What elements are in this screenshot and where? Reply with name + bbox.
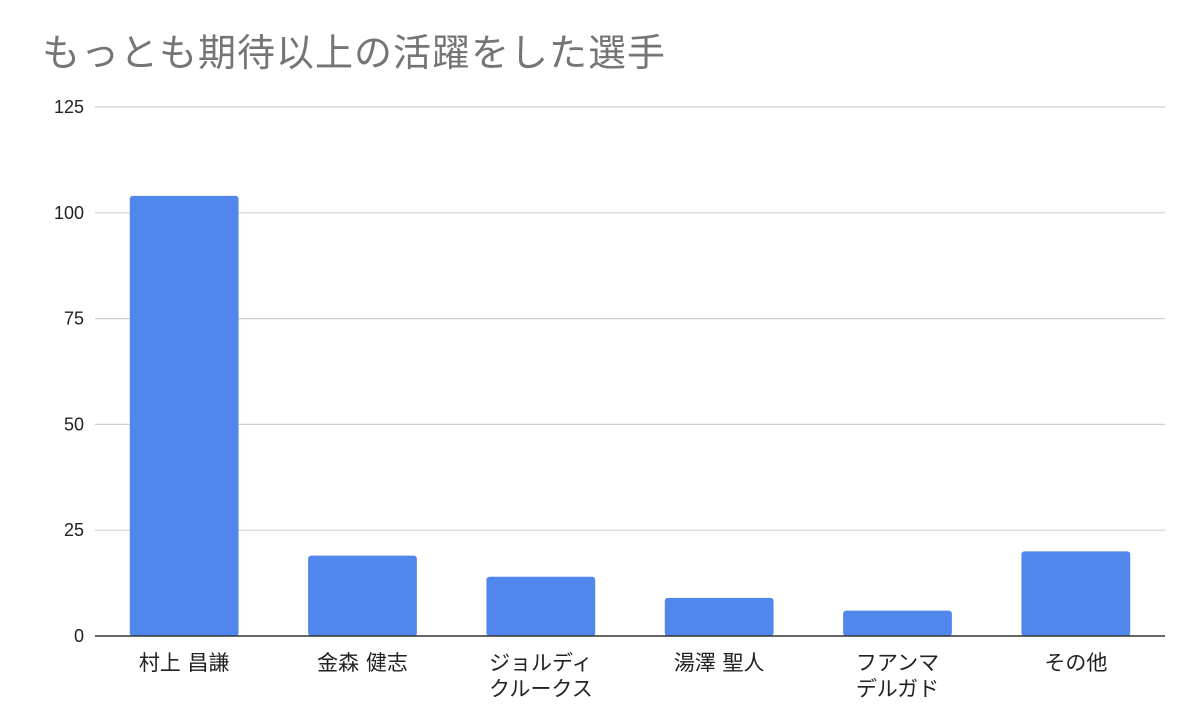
bar: [308, 555, 417, 636]
x-tick-label-line: その他: [1044, 651, 1107, 675]
x-tick-label-line: ジョルディ: [489, 651, 593, 675]
x-tick-label-line: デルガド: [856, 677, 939, 701]
bar: [486, 576, 596, 636]
x-tick-label-line: クルークス: [489, 677, 593, 701]
bar: [664, 597, 774, 636]
bar: [1021, 551, 1131, 636]
y-tick-label: 100: [54, 203, 84, 223]
x-tick-label-line: フアンマ: [856, 651, 939, 675]
y-tick-label: 75: [64, 309, 84, 329]
bar: [843, 610, 952, 636]
y-tick-label: 125: [54, 97, 84, 117]
x-tick-label: 村上 昌謙: [139, 651, 230, 675]
x-tick-label: フアンマデルガド: [856, 651, 939, 701]
chart-title: もっとも期待以上の活躍をした選手: [42, 31, 667, 75]
x-tick-label: 金森 健志: [317, 651, 408, 675]
y-tick-label: 50: [64, 414, 84, 434]
y-tick-label: 0: [74, 626, 84, 646]
x-tick-label: ジョルディクルークス: [489, 651, 593, 701]
x-tick-label-line: 村上 昌謙: [139, 651, 230, 675]
bar: [129, 195, 239, 636]
x-tick-label: 湯澤 聖人: [674, 651, 765, 675]
x-tick-label: その他: [1044, 651, 1107, 675]
x-tick-label-line: 湯澤 聖人: [674, 651, 765, 675]
x-tick-label-line: 金森 健志: [317, 651, 408, 675]
y-tick-label: 25: [64, 520, 84, 540]
